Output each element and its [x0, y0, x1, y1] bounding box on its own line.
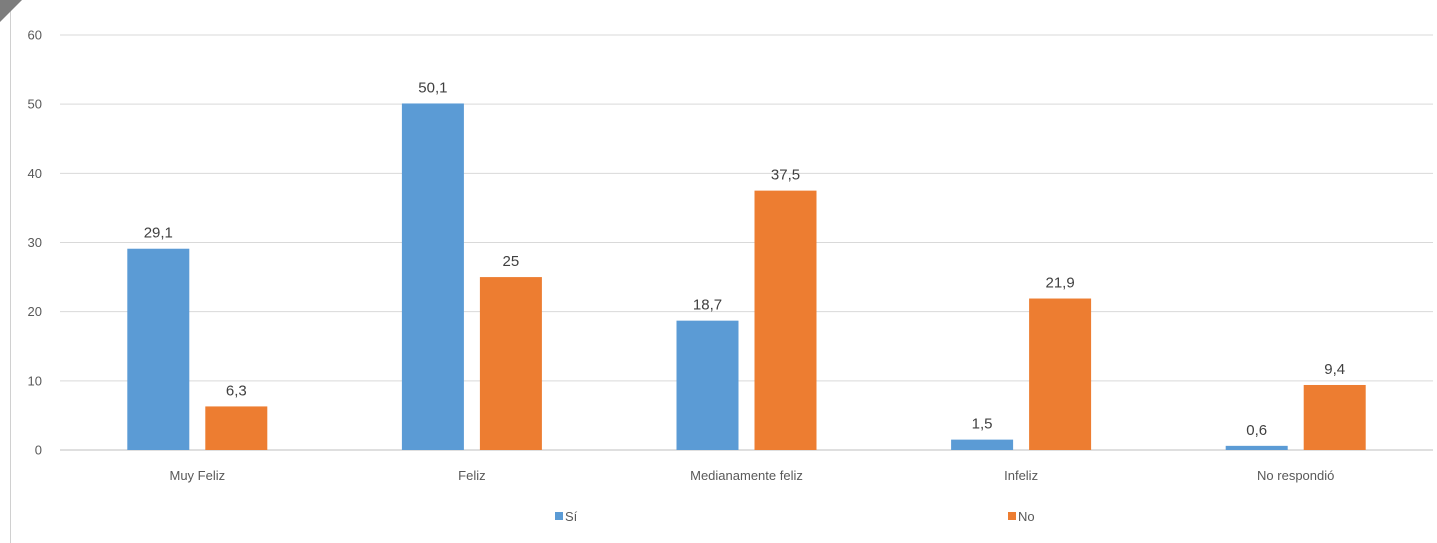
data-label: 37,5 [771, 167, 800, 184]
data-label: 1,5 [972, 416, 993, 433]
bar-si-0 [127, 248, 190, 450]
legend-swatch-no [1008, 512, 1016, 520]
x-category-label: Muy Feliz [169, 468, 225, 483]
y-tick-label: 0 [35, 443, 42, 458]
bar-no-3 [1029, 298, 1092, 450]
data-label: 9,4 [1324, 361, 1345, 378]
data-label: 18,7 [693, 297, 722, 314]
legend-label: Sí [565, 509, 578, 524]
y-axis-ticks: 0 10 20 30 40 50 60 [28, 28, 42, 458]
gridlines [60, 34, 1433, 451]
legend: Sí No [555, 509, 1035, 524]
data-label: 29,1 [144, 225, 173, 242]
y-tick-label: 40 [28, 166, 42, 181]
bar-si-3 [951, 439, 1014, 450]
x-category-label: Medianamente feliz [690, 468, 803, 483]
bar-si-4 [1225, 445, 1288, 450]
y-tick-label: 20 [28, 304, 42, 319]
bar-no-0 [205, 406, 268, 450]
data-label: 6,3 [226, 382, 247, 399]
x-category-label: Feliz [458, 468, 485, 483]
data-labels: 29,1 6,3 50,1 25 18,7 37,5 1,5 21,9 0,6 9,4 [144, 79, 1345, 438]
data-label: 25 [503, 253, 520, 270]
bar-no-1 [479, 277, 542, 450]
bar-si-2 [676, 320, 739, 450]
bars [127, 103, 1366, 450]
x-category-label: No respondió [1257, 468, 1334, 483]
y-tick-label: 50 [28, 97, 42, 112]
bar-no-2 [754, 190, 817, 450]
page-corner-decoration [0, 0, 22, 22]
bar-si-1 [401, 103, 464, 450]
chart-frame [10, 0, 1437, 543]
legend-swatch-si [555, 512, 563, 520]
x-category-label: Infeliz [1004, 468, 1038, 483]
data-label: 50,1 [418, 79, 447, 96]
y-tick-label: 60 [28, 28, 42, 43]
legend-label: No [1018, 509, 1035, 524]
data-label: 21,9 [1045, 275, 1074, 292]
y-tick-label: 30 [28, 235, 42, 250]
x-axis-categories: Muy Feliz Feliz Medianamente feliz Infeliz N… [169, 468, 1334, 483]
y-tick-label: 10 [28, 373, 42, 388]
data-label: 0,6 [1246, 422, 1267, 439]
bar-no-4 [1303, 384, 1366, 450]
